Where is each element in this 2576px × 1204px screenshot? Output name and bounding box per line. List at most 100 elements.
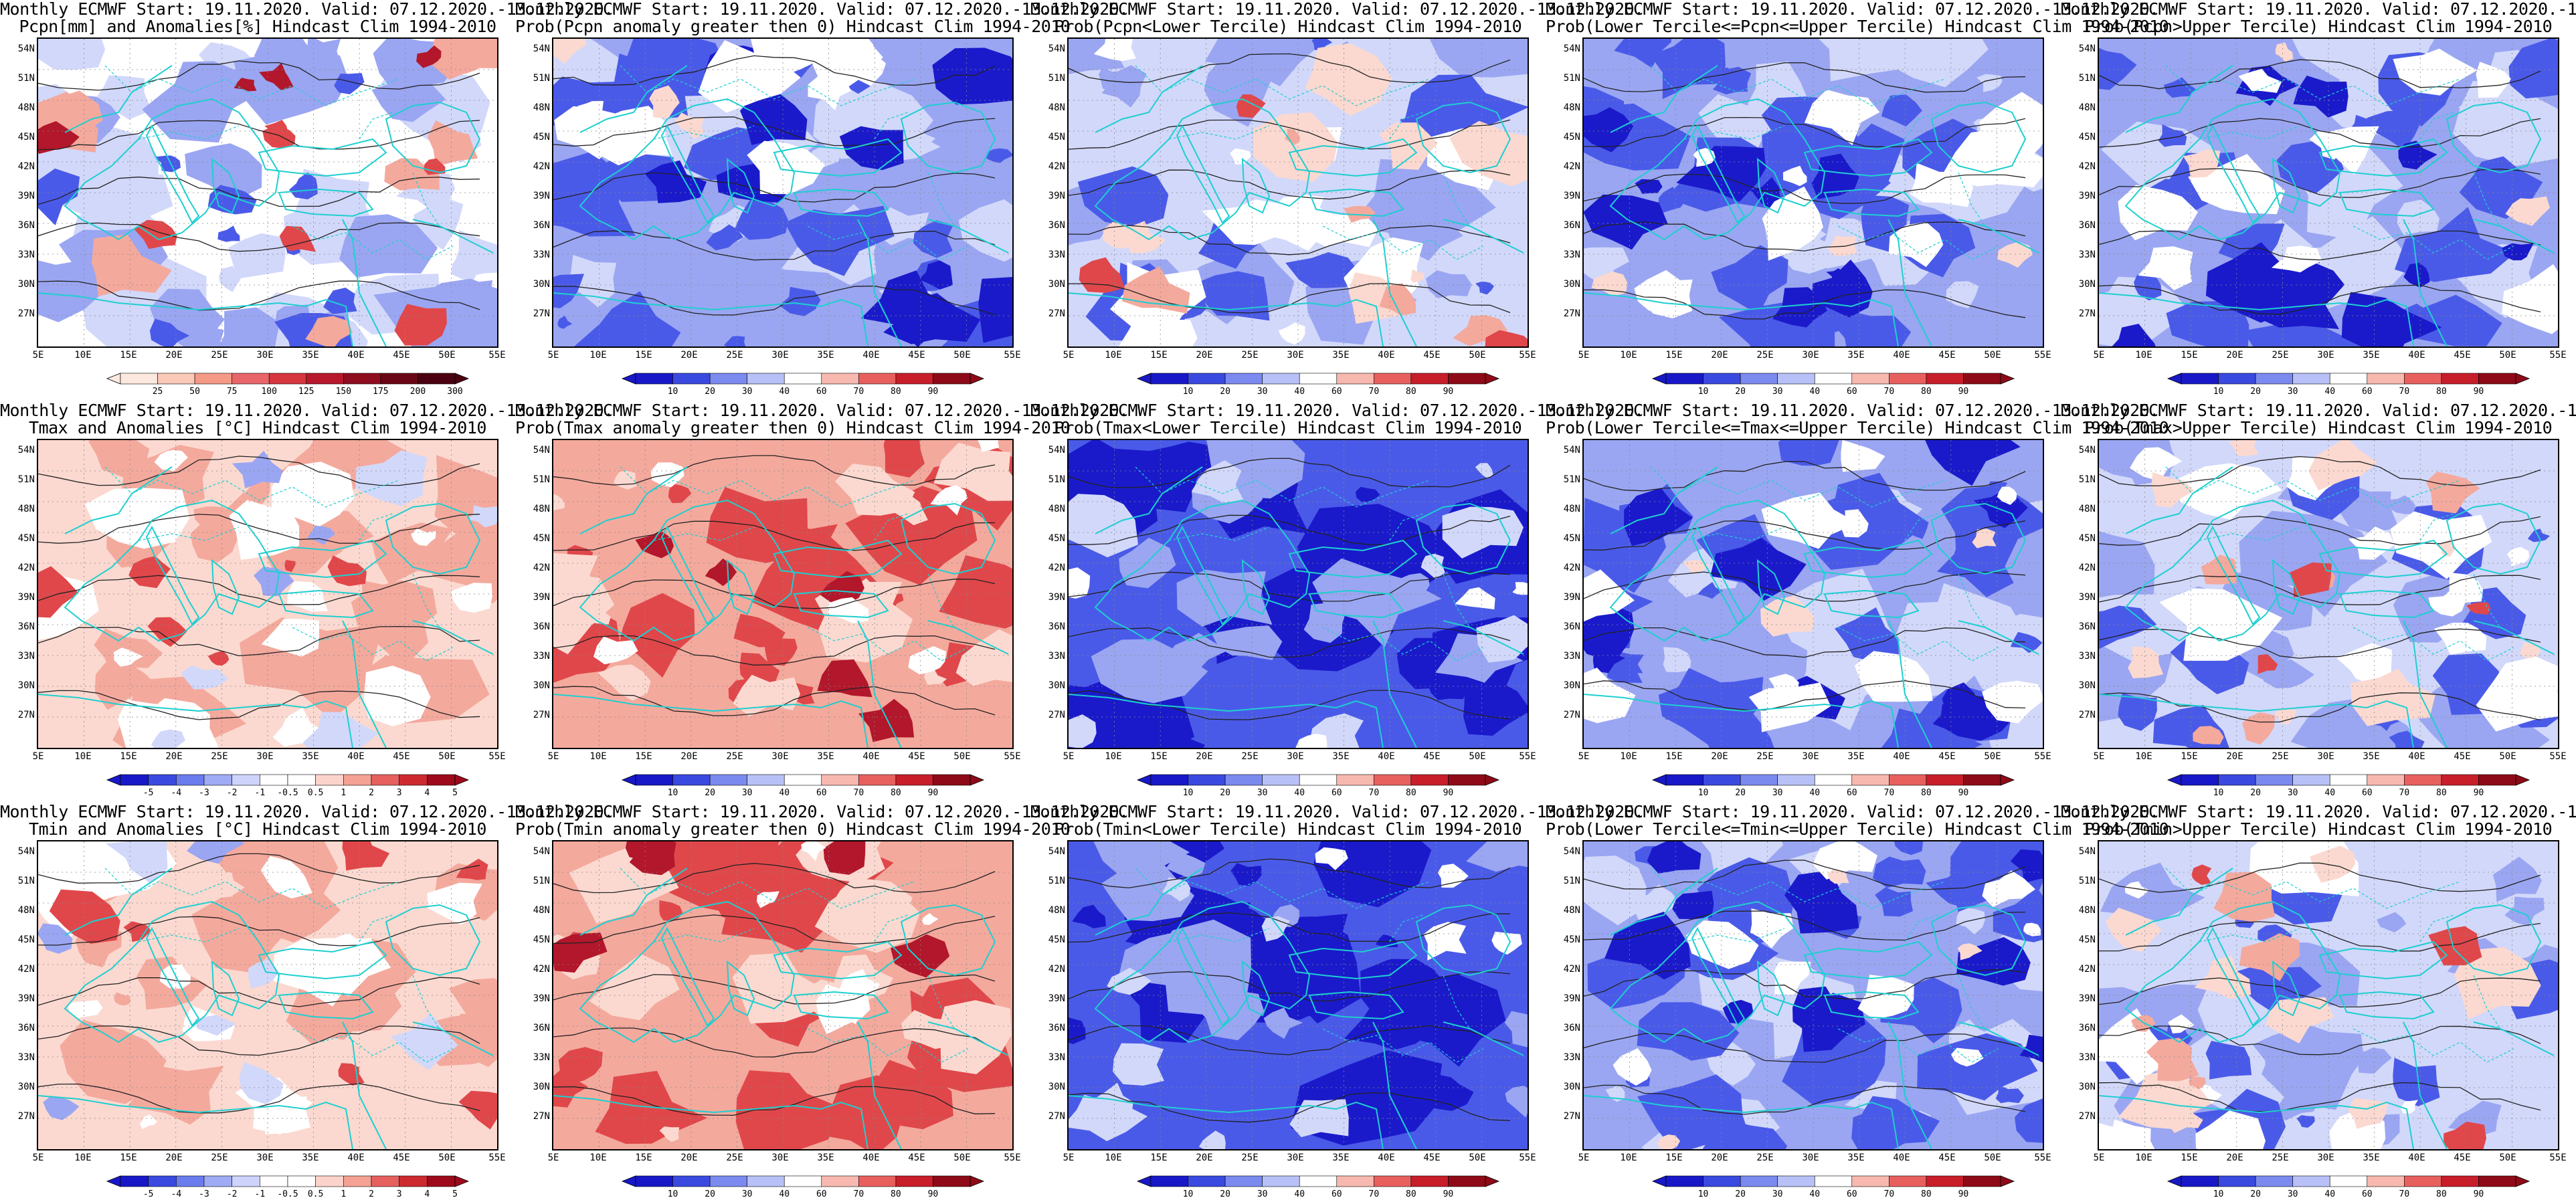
- shaded-region: [1230, 863, 1262, 886]
- coastline: [1609, 900, 1826, 1043]
- colorbar-tick-label: 20: [1220, 387, 1230, 397]
- coastline: [145, 124, 200, 224]
- map-frame: [2098, 37, 2559, 348]
- shaded-region: [306, 525, 335, 545]
- colorbar-swatch: [1262, 1175, 1300, 1187]
- colorbar-swatch: [232, 373, 270, 385]
- colorbar-tick-label: -1: [254, 1189, 266, 1199]
- longitude-label: 30E: [256, 751, 274, 762]
- panel-title-line1: Monthly ECMWF Start: 19.11.2020. Valid: …: [1030, 401, 1644, 420]
- shaded-region: [1485, 330, 1528, 346]
- latitude-label: 33N: [1563, 651, 1580, 662]
- contour-line: [2099, 977, 2541, 1008]
- longitude-label: 15E: [635, 1152, 652, 1163]
- colorbar-swatch: [1851, 373, 1890, 385]
- colorbar-tick-label: 20: [1735, 1189, 1746, 1199]
- colorbar-tick-label: 5: [452, 1189, 458, 1199]
- shaded-region: [1285, 252, 1360, 288]
- shaded-region: [416, 45, 442, 68]
- longitude-label: 35E: [1847, 751, 1865, 762]
- colorbar-swatch: [1926, 373, 1964, 385]
- longitude-label: 45E: [1423, 751, 1441, 762]
- shaded-region: [930, 485, 968, 516]
- longitude-label: 40E: [862, 1152, 880, 1163]
- shaded-region: [1442, 506, 1524, 559]
- longitude-label: 40E: [862, 350, 880, 361]
- shaded-region: [151, 729, 185, 748]
- shaded-region: [823, 841, 866, 875]
- longitude-label: 55E: [2034, 1152, 2051, 1163]
- shaded-region: [1312, 558, 1442, 647]
- colorbar-swatch: [2329, 1175, 2368, 1187]
- coastline: [1610, 466, 1718, 534]
- latitude-label: 48N: [2078, 905, 2096, 916]
- latitude-label: 51N: [1563, 474, 1580, 485]
- shaded-region: [217, 225, 240, 242]
- coastline: [2272, 559, 2301, 615]
- panel-title-line1: Monthly ECMWF Start: 19.11.2020. Valid: …: [515, 802, 1129, 821]
- shaded-region: [159, 964, 191, 989]
- longitude-label: 45E: [393, 350, 410, 361]
- latitude-label: 42N: [533, 161, 550, 172]
- longitude-label: 55E: [2549, 1152, 2567, 1163]
- colorbar-swatch: [933, 774, 971, 786]
- country-border: [359, 112, 393, 140]
- country-border: [138, 928, 240, 942]
- shaded-region: [1956, 908, 1985, 934]
- contour-line: [38, 575, 480, 605]
- coastline: [1958, 620, 2039, 655]
- colorbar-swatch: [933, 373, 971, 385]
- shaded-region: [68, 1000, 103, 1019]
- shaded-region: [1423, 922, 1467, 961]
- longitude-label: 30E: [1287, 1152, 1304, 1163]
- colorbar-swatch: [2181, 373, 2219, 385]
- shaded-region: [1476, 615, 1528, 663]
- contour-line: [553, 55, 996, 86]
- country-border: [1650, 466, 1946, 508]
- contour-line: [1584, 173, 2026, 204]
- colorbar-swatch: [1963, 1175, 2001, 1187]
- shaded-region: [1647, 841, 1701, 874]
- shaded-region: [2397, 199, 2440, 235]
- latitude-label: 51N: [1048, 73, 1065, 84]
- map-canvas: [1584, 440, 2043, 748]
- longitude-label: 30E: [1802, 751, 1819, 762]
- longitude-label: 55E: [2034, 350, 2051, 361]
- shaded-region: [1827, 869, 1849, 884]
- colorbar-arrow-right: [2000, 373, 2015, 385]
- contour-line: [2099, 1025, 2541, 1056]
- colorbar-swatch: [380, 373, 418, 385]
- latitude-label: 33N: [1563, 1052, 1580, 1063]
- colorbar-tick-label: 80: [2436, 1189, 2447, 1199]
- latitude-label: 30N: [1048, 680, 1065, 691]
- longitude-label: 10E: [1105, 751, 1122, 762]
- colorbar-swatch: [2255, 373, 2293, 385]
- country-border: [1837, 1028, 1999, 1063]
- colorbar-swatch: [1150, 1175, 1188, 1187]
- latitude-label: 45N: [2078, 132, 2096, 142]
- contour-line: [2099, 628, 2541, 659]
- shaded-region: [2398, 39, 2434, 58]
- longitude-label: 40E: [1893, 350, 1910, 361]
- coastline: [64, 499, 280, 642]
- contour-line: [38, 977, 480, 1007]
- longitude-label: 45E: [908, 350, 925, 361]
- panel-title-line2: Prob(Tmin<Lower Tercile) Hindcast Clim 1…: [1054, 819, 1522, 839]
- colorbar-tick-label: 40: [779, 1189, 790, 1199]
- coastline: [1308, 991, 1404, 1020]
- latitude-label: 30N: [17, 1082, 35, 1092]
- longitude-label: 30E: [1287, 350, 1304, 361]
- country-border: [1135, 466, 1431, 508]
- shaded-region: [2433, 622, 2487, 655]
- shaded-region: [2019, 1034, 2043, 1063]
- longitude-label: 50E: [2499, 751, 2516, 762]
- colorbar-swatch: [1224, 373, 1263, 385]
- coastline: [900, 502, 996, 575]
- map-panel-pcpn-prob-pos: Monthly ECMWF Start: 19.11.2020. Valid: …: [515, 0, 1129, 401]
- country-border: [2353, 225, 2514, 260]
- colorbar-tick-label: 70: [2399, 788, 2410, 798]
- latitude-label: 39N: [17, 993, 35, 1004]
- coastline: [211, 559, 240, 615]
- country-border: [2419, 513, 2454, 541]
- colorbar-swatch: [260, 1175, 288, 1187]
